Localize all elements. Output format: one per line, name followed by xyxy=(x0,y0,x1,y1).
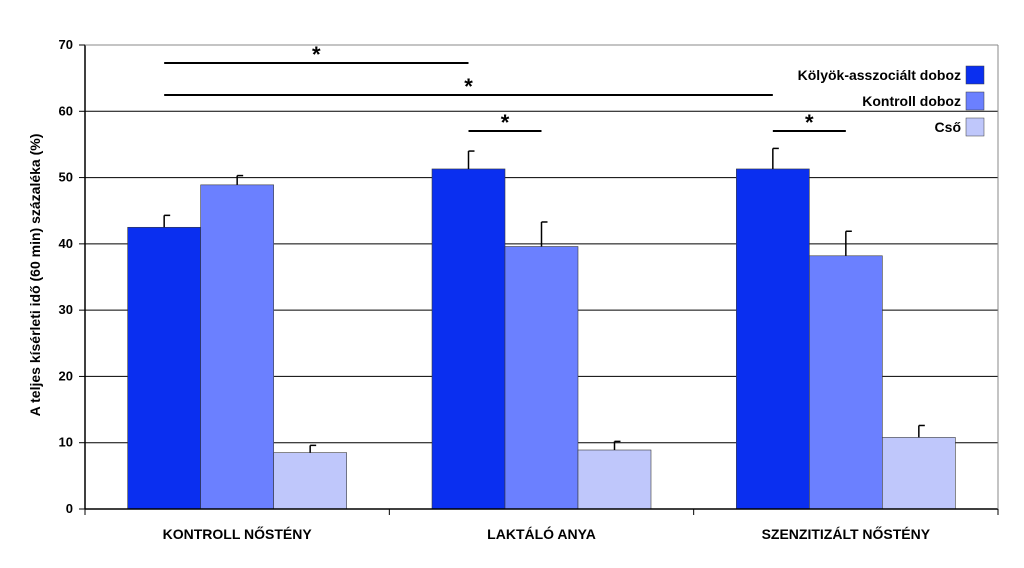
x-category-labels: KONTROLL NŐSTÉNY LAKTÁLÓ ANYA SZENZITIZÁLT… xyxy=(163,525,931,542)
y-tick-label: 30 xyxy=(59,302,73,317)
y-axis-label: A teljes kísérleti idő (60 min) százalék… xyxy=(27,134,43,417)
y-tick-label: 20 xyxy=(59,368,73,383)
bar xyxy=(809,255,883,510)
significance-brackets: * * * * xyxy=(164,42,846,135)
legend-label: Kölyök-asszociált doboz xyxy=(798,67,961,83)
legend-label: Cső xyxy=(935,119,961,135)
bar xyxy=(431,168,506,510)
x-category-label: LAKTÁLÓ ANYA xyxy=(487,525,596,542)
significance-star: * xyxy=(805,110,814,135)
y-tick-labels: 0 10 20 30 40 50 60 70 xyxy=(59,37,73,516)
bar xyxy=(200,184,274,510)
y-tick-label: 60 xyxy=(59,103,73,118)
bar xyxy=(273,452,347,510)
legend-label: Kontroll doboz xyxy=(862,93,961,109)
bar xyxy=(127,226,201,510)
y-tick-label: 0 xyxy=(66,501,73,516)
x-category-label: SZENZITIZÁLT NŐSTÉNY xyxy=(762,525,931,542)
y-tick-label: 50 xyxy=(59,170,73,185)
y-tick-label: 40 xyxy=(59,236,73,251)
bar xyxy=(736,168,810,510)
significance-star: * xyxy=(312,42,321,67)
bar xyxy=(577,449,652,510)
bar xyxy=(882,437,956,510)
error-bars xyxy=(163,147,925,453)
bars xyxy=(127,168,956,510)
y-tick-label: 10 xyxy=(59,435,73,450)
legend-swatch xyxy=(965,91,985,111)
significance-star: * xyxy=(501,110,510,135)
legend: Kölyök-asszociált doboz Kontroll doboz Cső xyxy=(798,65,985,137)
axes xyxy=(84,44,999,515)
x-category-label: KONTROLL NŐSTÉNY xyxy=(163,525,313,542)
bar xyxy=(504,246,579,510)
y-tick-label: 70 xyxy=(59,37,73,52)
significance-star: * xyxy=(464,74,473,99)
legend-swatch xyxy=(965,65,985,85)
legend-swatch xyxy=(965,117,985,137)
